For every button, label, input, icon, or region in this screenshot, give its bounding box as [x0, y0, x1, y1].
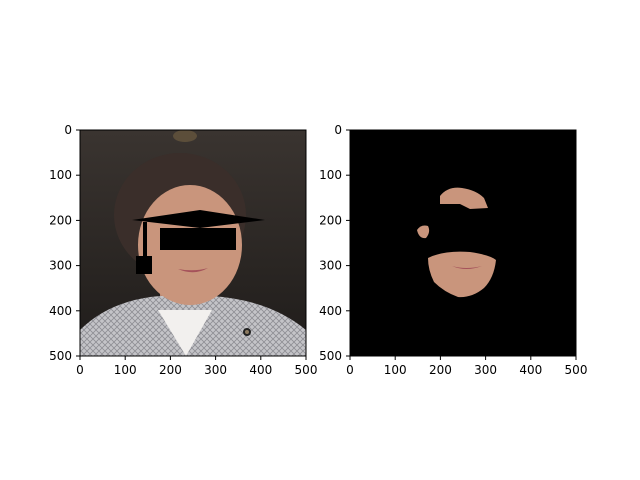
left-xtick-label: 200: [159, 363, 182, 377]
left-ytick-label: 300: [49, 259, 72, 273]
right-xtick-label: 0: [346, 363, 354, 377]
right-ytick-label: 100: [319, 168, 342, 182]
left-ytick-label: 100: [49, 168, 72, 182]
left-xtick-label: 100: [114, 363, 137, 377]
left-ytick-label: 400: [49, 304, 72, 318]
right-xtick-label: 200: [429, 363, 452, 377]
left-xtick-label: 300: [204, 363, 227, 377]
right-xtick-label: 300: [474, 363, 497, 377]
right-ytick-label: 300: [319, 259, 342, 273]
right-image: [350, 130, 576, 356]
right-xtick-label: 400: [519, 363, 542, 377]
left-xtick-label: 400: [249, 363, 272, 377]
right-xtick-label: 500: [565, 363, 588, 377]
axis-ticks: 0 100 200 300 400 500 0 100 200 300 400 500 0 100 200 3…: [49, 123, 587, 377]
left-xtick-label: 0: [76, 363, 84, 377]
right-ytick-label: 200: [319, 213, 342, 227]
right-ytick-label: 500: [319, 349, 342, 363]
left-axes-frame: [79, 129, 307, 357]
left-ytick-label: 200: [49, 213, 72, 227]
right-axes-frame: [349, 129, 577, 357]
left-ytick-label: 0: [64, 123, 72, 137]
left-ytick-label: 500: [49, 349, 72, 363]
left-xtick-label: 500: [295, 363, 318, 377]
left-image: [80, 130, 306, 356]
right-ytick-label: 400: [319, 304, 342, 318]
right-ytick-label: 0: [334, 123, 342, 137]
right-xtick-label: 100: [384, 363, 407, 377]
